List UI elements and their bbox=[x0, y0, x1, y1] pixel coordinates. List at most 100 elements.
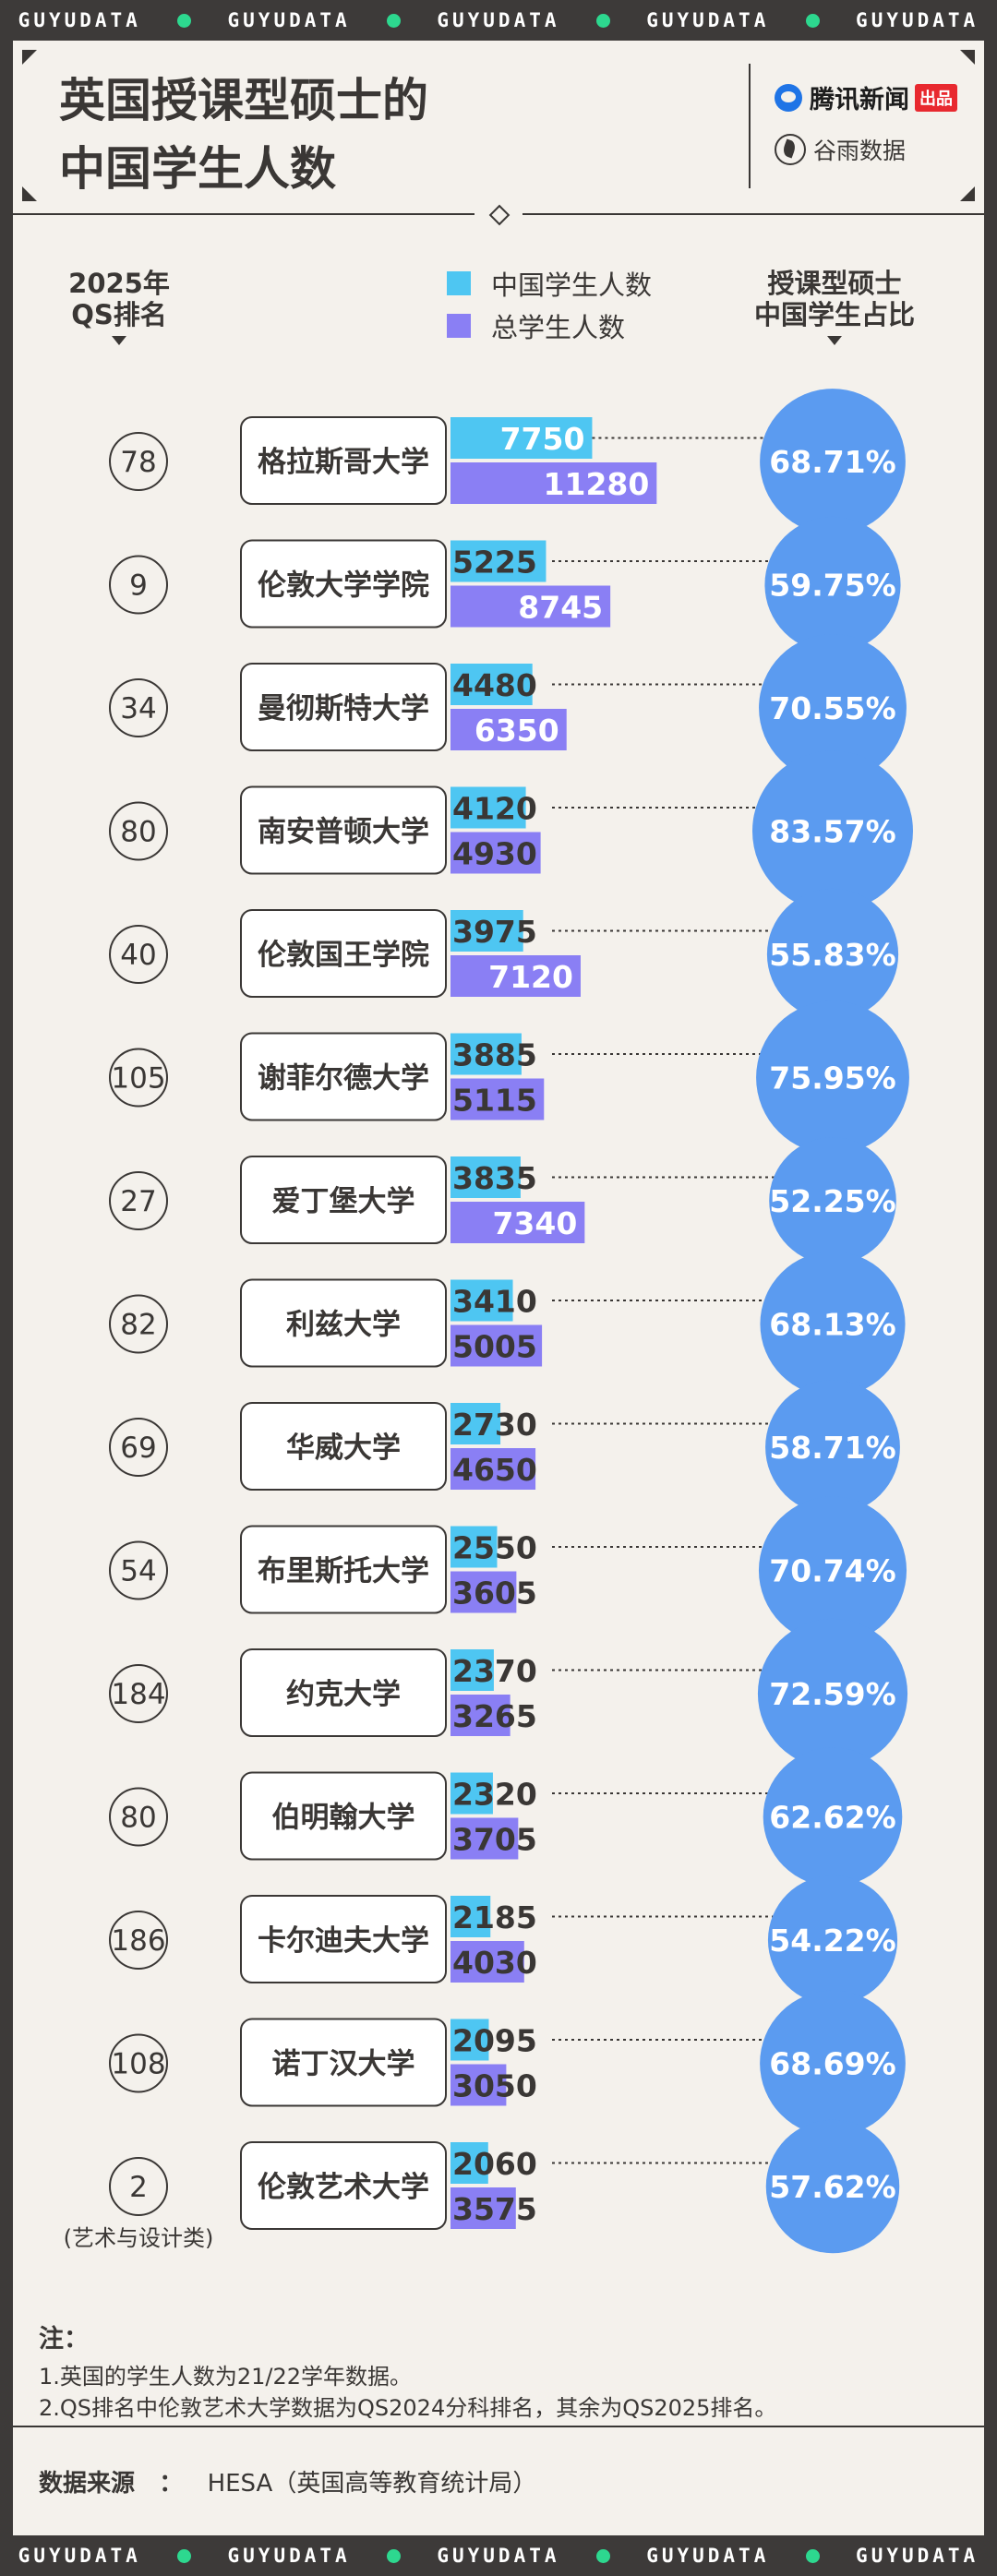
top-brand-strip: GUYUDATA GUYUDATA GUYUDATA GUYUDATA GUYU… bbox=[0, 0, 997, 41]
share-percent-label: 75.95% bbox=[769, 1060, 895, 1096]
university-label-box bbox=[240, 1648, 447, 1737]
rank-circle bbox=[109, 1048, 168, 1108]
bar-value-total: 3575 bbox=[452, 2191, 537, 2227]
university-name-label: 格拉斯哥大学 bbox=[258, 446, 429, 479]
university-label-box bbox=[240, 2018, 447, 2107]
qs-rank-label: 2 bbox=[129, 2171, 148, 2204]
share-bubble bbox=[760, 1990, 906, 2137]
strip-text: GUYUDATA bbox=[18, 2545, 141, 2567]
qs-rank-label: 184 bbox=[111, 1678, 165, 1711]
qs-rank-label: 80 bbox=[120, 1802, 156, 1835]
brand-tencent-news: 腾讯新闻 出品 bbox=[775, 79, 957, 115]
share-percent-label: 55.83% bbox=[769, 937, 895, 973]
rank-column-header: 2025年 QS排名 bbox=[64, 268, 174, 345]
university-label-box bbox=[240, 1402, 447, 1491]
bar-value-chinese: 3835 bbox=[452, 1160, 537, 1196]
strip-text: GUYUDATA bbox=[856, 2545, 979, 2567]
bar-value-chinese: 2550 bbox=[452, 1530, 537, 1566]
corner-mark-icon bbox=[960, 186, 975, 201]
source-label: 数据来源 bbox=[39, 2470, 136, 2498]
dot-icon bbox=[805, 13, 820, 28]
corner-mark-icon bbox=[22, 186, 37, 201]
share-bubble bbox=[763, 1747, 903, 1887]
strip-text: GUYUDATA bbox=[437, 2545, 560, 2567]
header: 英国授课型硕士的 中国学生人数 腾讯新闻 出品 谷雨数据 bbox=[13, 41, 984, 226]
bar-chinese-students bbox=[450, 417, 593, 459]
rank-circle bbox=[109, 1418, 168, 1477]
rank-circle bbox=[109, 1294, 168, 1354]
share-percent-label: 68.69% bbox=[769, 2046, 895, 2082]
bar-value-total: 6350 bbox=[474, 713, 559, 749]
bar-total-students bbox=[450, 1941, 524, 1983]
rank-circle bbox=[109, 1171, 168, 1230]
qs-rank-label: 108 bbox=[111, 2048, 165, 2081]
university-label-box bbox=[240, 2141, 447, 2230]
title-line-2: 中国学生人数 bbox=[59, 142, 336, 196]
note-line-2: 2.QS排名中伦敦艺术大学数据为QS2024分科排名，其余为QS2025排名。 bbox=[39, 2395, 777, 2421]
brand-tag: 出品 bbox=[915, 83, 957, 112]
university-name-label: 伦敦大学学院 bbox=[258, 569, 429, 603]
bar-total-students bbox=[450, 1202, 585, 1243]
bar-chinese-students bbox=[450, 1772, 493, 1815]
share-bubble bbox=[765, 2119, 900, 2254]
bar-value-chinese: 4120 bbox=[452, 791, 537, 827]
bar-chinese-students bbox=[450, 2142, 488, 2184]
bar-value-chinese: 2320 bbox=[452, 1777, 537, 1813]
share-bubble bbox=[765, 1380, 900, 1515]
dot-icon bbox=[177, 13, 192, 28]
university-label-box bbox=[240, 416, 447, 505]
share-percent-label: 68.13% bbox=[769, 1307, 895, 1343]
bar-chinese-students bbox=[450, 540, 547, 582]
qs-rank-label: 69 bbox=[120, 1432, 156, 1465]
rank-circle bbox=[109, 1664, 168, 1723]
leaf-logo-icon bbox=[775, 134, 806, 165]
legend-item: 中国学生人数 bbox=[447, 262, 652, 305]
university-label-box bbox=[240, 1895, 447, 1983]
bar-value-chinese: 7750 bbox=[500, 421, 585, 457]
strip-text: GUYUDATA bbox=[18, 9, 141, 31]
university-label-box bbox=[240, 1525, 447, 1614]
bar-value-total: 4930 bbox=[452, 836, 537, 872]
dot-icon bbox=[387, 13, 402, 28]
share-percent-label: 70.55% bbox=[769, 690, 895, 726]
qs-rank-label: 54 bbox=[120, 1555, 156, 1588]
bar-chinese-students bbox=[450, 910, 523, 952]
share-bubble bbox=[760, 1251, 906, 1397]
brand-name: 谷雨数据 bbox=[813, 138, 907, 164]
bar-value-chinese: 2060 bbox=[452, 2146, 537, 2182]
university-name-label: 谢菲尔德大学 bbox=[258, 1062, 429, 1096]
notes: 注： 1.英国的学生人数为21/22学年数据。 2.QS排名中伦敦艺术大学数据为… bbox=[39, 2324, 776, 2424]
rank-circle bbox=[109, 2033, 168, 2093]
bar-total-students bbox=[450, 955, 581, 997]
bar-total-students bbox=[450, 1324, 543, 1367]
bar-value-total: 11280 bbox=[544, 466, 650, 502]
bar-value-total: 3050 bbox=[452, 2068, 537, 2104]
dot-icon bbox=[595, 13, 610, 28]
rank-circle bbox=[109, 925, 168, 984]
bar-chinese-students bbox=[450, 1156, 521, 1198]
university-name-label: 诺丁汉大学 bbox=[272, 2048, 415, 2081]
bar-value-total: 3705 bbox=[452, 1822, 537, 1858]
bar-value-total: 5115 bbox=[452, 1083, 537, 1119]
qs-rank-label: 80 bbox=[120, 816, 156, 849]
bottom-brand-strip: GUYUDATA GUYUDATA GUYUDATA GUYUDATA GUYU… bbox=[0, 2535, 997, 2576]
share-bubble bbox=[759, 634, 907, 782]
bar-value-chinese: 3410 bbox=[452, 1284, 537, 1320]
bar-value-chinese: 3885 bbox=[452, 1037, 537, 1073]
bar-chinese-students bbox=[450, 1033, 522, 1075]
share-percent-label: 72.59% bbox=[769, 1676, 895, 1712]
bar-total-students bbox=[450, 585, 611, 628]
share-bubble bbox=[767, 1875, 898, 2006]
page-title: 英国授课型硕士的 中国学生人数 bbox=[59, 66, 428, 203]
source-sep: ： bbox=[159, 2470, 184, 2498]
university-label-box bbox=[240, 539, 447, 629]
strip-text: GUYUDATA bbox=[227, 9, 351, 31]
header-divider bbox=[749, 64, 751, 188]
tencent-news-logo-icon bbox=[775, 83, 802, 112]
bar-chinese-students bbox=[450, 1649, 494, 1691]
source-divider bbox=[13, 2426, 984, 2427]
bar-chinese-students bbox=[450, 2019, 489, 2061]
university-label-box bbox=[240, 1032, 447, 1121]
brand-guyu-data: 谷雨数据 bbox=[775, 133, 906, 166]
university-name-label: 华威大学 bbox=[286, 1432, 401, 1465]
